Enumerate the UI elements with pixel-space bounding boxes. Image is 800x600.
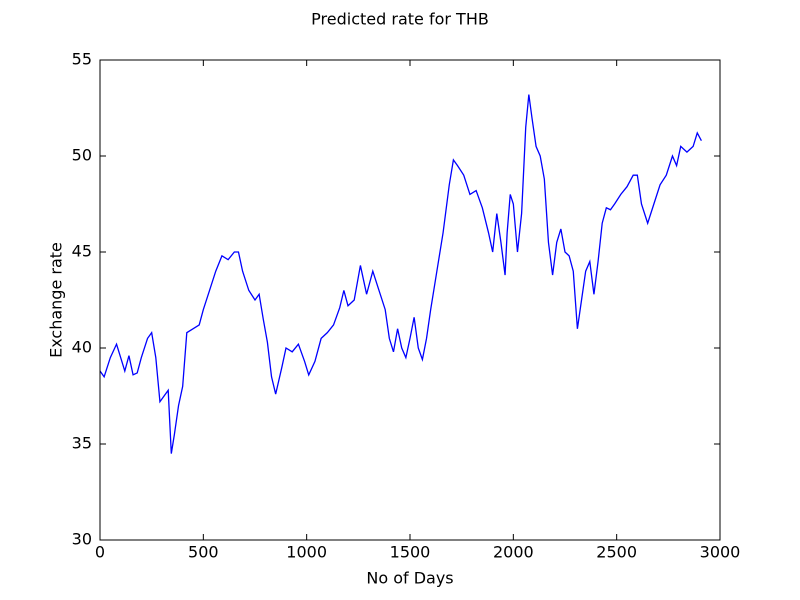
y-tick-label: 35	[72, 434, 92, 453]
x-tick-label: 0	[95, 543, 105, 562]
line-series	[99, 94, 702, 454]
y-axis-label: Exchange rate	[47, 242, 66, 358]
x-axis-label: No of Days	[366, 569, 453, 588]
x-tick-label: 1000	[286, 543, 327, 562]
x-tick-label: 500	[188, 543, 219, 562]
x-tick-label: 2500	[596, 543, 637, 562]
x-tick-label: 2000	[493, 543, 534, 562]
x-tick-label: 3000	[700, 543, 741, 562]
x-tick-label: 1500	[390, 543, 431, 562]
y-tick-label: 40	[72, 338, 92, 357]
chart-title: Predicted rate for THB	[311, 10, 489, 29]
y-tick-label: 30	[72, 530, 92, 549]
y-tick-label: 55	[72, 50, 92, 69]
y-tick-label: 45	[72, 242, 92, 261]
y-tick-label: 50	[72, 146, 92, 165]
plot-area	[99, 94, 702, 454]
